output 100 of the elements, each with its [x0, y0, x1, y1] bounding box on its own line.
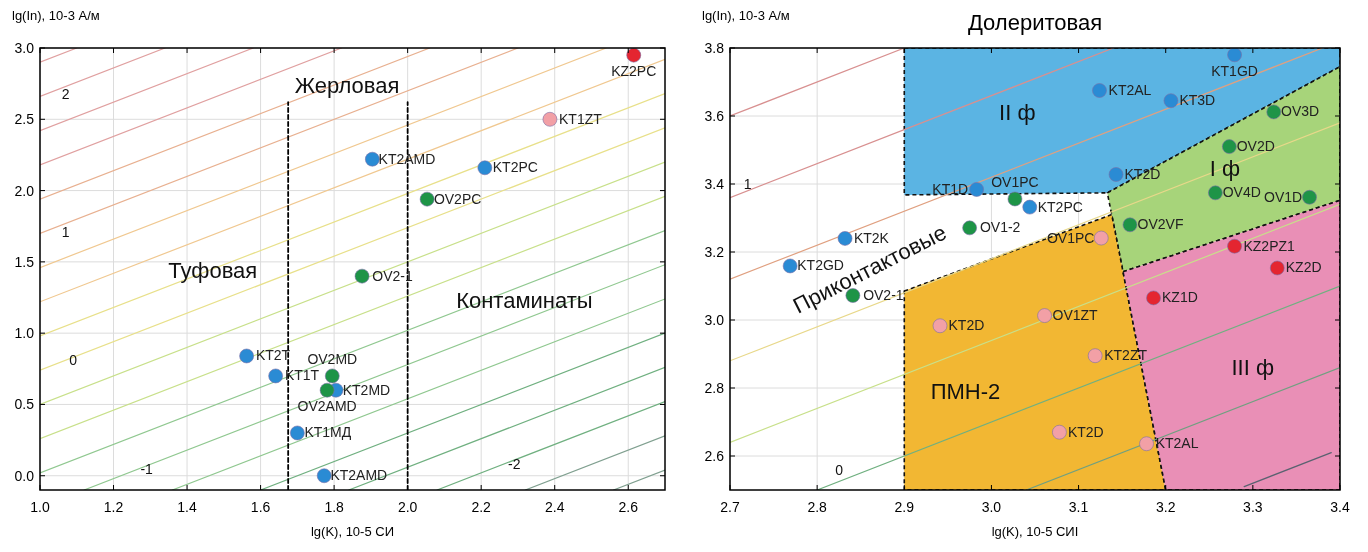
point	[969, 182, 984, 197]
y-tick-label: 2.0	[14, 182, 35, 199]
x-tick-label: 1.8	[324, 499, 345, 515]
data-label: OV2VF	[1137, 216, 1184, 233]
point	[1146, 290, 1161, 306]
data-label: KZ1D	[1162, 289, 1198, 306]
x-tick-label: 3.2	[1155, 499, 1176, 515]
x-tick-label: 2.6	[618, 499, 639, 515]
point	[419, 191, 435, 207]
point	[1163, 93, 1179, 108]
x-tick-label: 1.0	[30, 499, 50, 515]
y-tick-label: 3.6	[704, 108, 725, 124]
x-tick-label: 3.0	[981, 499, 1002, 515]
point	[477, 160, 493, 176]
annotation: Контаминаты	[456, 287, 593, 313]
point	[626, 48, 642, 63]
data-label: KT1ZT	[559, 110, 603, 127]
y-tick-label: 3.0	[704, 312, 725, 328]
annotation: -1	[140, 460, 154, 477]
point	[1037, 308, 1052, 323]
point	[1139, 436, 1154, 452]
point	[1093, 230, 1109, 246]
point	[319, 382, 335, 398]
point	[365, 151, 380, 167]
point	[962, 220, 977, 236]
x-tick-label: 2.8	[807, 499, 828, 515]
point	[1208, 185, 1223, 201]
point	[1108, 167, 1124, 182]
data-label: OV3D	[1281, 103, 1320, 120]
x-tick-label: 2.7	[720, 499, 740, 515]
point	[290, 425, 305, 441]
data-label: KZ2D	[1285, 259, 1322, 276]
annotation: 1	[743, 176, 752, 193]
data-label: OV1ZT	[1052, 307, 1099, 324]
point	[1122, 217, 1138, 233]
point	[932, 318, 948, 334]
x-axis-title: lg(K), 10-5 СИ	[310, 524, 395, 539]
x-tick-label: 1.6	[250, 499, 271, 515]
point	[1007, 191, 1023, 207]
data-label: KT2D	[948, 317, 985, 334]
y-tick-label: 3.0	[14, 40, 35, 56]
x-tick-label: 2.0	[397, 499, 418, 515]
data-label: KT1GD	[1211, 62, 1258, 79]
data-label: OV1PC	[1046, 229, 1095, 246]
x-tick-label: 3.4	[1330, 499, 1350, 515]
annotation: ПМН-2	[930, 378, 1001, 404]
point	[268, 368, 283, 384]
point	[1266, 104, 1282, 120]
y-axis-title: lg(In), 10-3 А/м	[12, 8, 100, 23]
annotation: II ф	[999, 100, 1036, 126]
data-label: KT2MD	[342, 381, 391, 398]
x-tick-label: 2.4	[544, 499, 565, 515]
data-label: OV2-1	[372, 267, 413, 284]
data-label: KT2AL	[1108, 82, 1152, 98]
annotation: 0	[69, 352, 78, 369]
data-label: OV2PC	[433, 190, 482, 207]
annotation: 0	[835, 461, 844, 478]
y-tick-label: 2.5	[14, 111, 35, 128]
point	[1022, 199, 1038, 215]
annotation: -2	[508, 456, 521, 473]
data-label: KT2AMD	[330, 467, 388, 484]
annotation: 2	[61, 85, 70, 102]
data-label: OV1PC	[991, 173, 1039, 190]
y-tick-label: 3.4	[704, 176, 725, 192]
annotation: 1	[61, 223, 70, 240]
point	[1269, 260, 1285, 276]
y-tick-label: 0.5	[14, 396, 35, 413]
data-label: OV1-2	[979, 219, 1021, 236]
annotation: III ф	[1231, 355, 1275, 381]
x-axis-title: lg(K), 10-5 СИI	[991, 524, 1079, 539]
point	[1092, 83, 1107, 98]
y-tick-label: 0.0	[14, 467, 35, 484]
data-label: KT2D	[1067, 423, 1104, 440]
data-label: OV4D	[1222, 184, 1261, 201]
data-label: KT1T	[284, 367, 320, 384]
x-tick-label: 2.9	[894, 499, 915, 515]
x-tick-label: 3.1	[1068, 499, 1089, 515]
data-label: KT1МД	[304, 424, 352, 441]
data-label: KZ2PZ1	[1243, 237, 1296, 254]
y-tick-label: 2.6	[704, 448, 725, 464]
data-label: OV2AMD	[297, 398, 357, 415]
point	[1087, 348, 1103, 363]
annotation: Туфовая	[168, 257, 258, 283]
data-label: KT2PC	[492, 159, 538, 176]
point	[1052, 424, 1067, 440]
data-label: KT2AMD	[378, 150, 436, 167]
point	[1302, 189, 1317, 205]
y-tick-label: 1.0	[14, 325, 35, 342]
data-label: OV1D	[1264, 188, 1303, 205]
data-label: OV2MD	[307, 350, 358, 367]
x-tick-label: 2.2	[471, 499, 492, 515]
annotation: I ф	[1209, 156, 1241, 182]
y-axis-title: lg(In), 10-3 А/м	[702, 8, 790, 23]
data-label: KT2AL	[1155, 435, 1199, 452]
point	[316, 468, 332, 484]
data-label: OV2D	[1236, 138, 1275, 155]
data-label: KT2PC	[1037, 198, 1083, 215]
data-label: KT2T	[255, 347, 291, 364]
point	[324, 368, 340, 384]
chart-title: Долеритовая	[967, 10, 1103, 35]
